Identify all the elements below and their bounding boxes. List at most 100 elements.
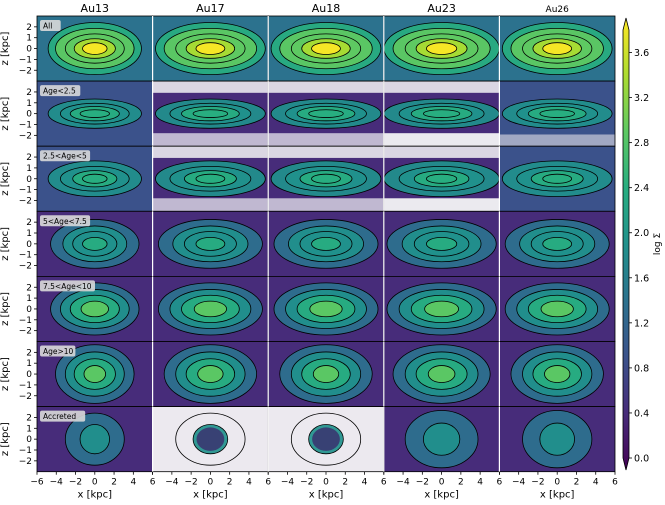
y-tick-label: −1 — [19, 316, 32, 326]
contour-line — [47, 22, 142, 75]
colorbar: 3.6 3.2 2.8 2.4 2.0 1.6 1.2 0.8 0.4 0.0 log Σ — [622, 17, 663, 471]
contour-line — [197, 365, 224, 383]
y-tick-label: 2 — [26, 23, 32, 33]
panel — [383, 145, 500, 212]
contour-line — [62, 225, 128, 263]
contour-line — [175, 351, 246, 397]
x-tick-label: 0 — [554, 478, 560, 488]
contour-line — [312, 365, 340, 383]
panel — [383, 341, 500, 407]
contour-line — [50, 219, 140, 269]
contour-line — [80, 300, 109, 318]
contour-line — [410, 294, 473, 324]
x-tick-label: 2 — [227, 478, 233, 488]
x-tick-label: 4 — [362, 478, 368, 488]
row-label: 2.5<Age<5 — [43, 152, 87, 161]
density-level — [542, 237, 572, 251]
contour-line — [270, 22, 382, 75]
y-tick-label: 2 — [26, 218, 32, 228]
contour-line — [415, 38, 468, 59]
contour-line — [60, 165, 130, 192]
contour-line — [532, 38, 582, 59]
contour-line — [69, 294, 120, 324]
contour-line — [413, 170, 470, 188]
contour-line — [169, 289, 252, 329]
contour-line — [181, 294, 240, 324]
contour-line — [542, 236, 573, 251]
x-tick-label: 2 — [574, 478, 580, 488]
contour-line — [279, 27, 373, 70]
y-tick-label: 1 — [26, 359, 32, 369]
contour-line — [386, 219, 497, 269]
contour-line — [55, 344, 135, 404]
x-tick-label: 2 — [342, 478, 348, 488]
panel — [498, 80, 616, 147]
contour-line — [392, 344, 491, 404]
y-tick-label: −2 — [19, 457, 32, 467]
panel — [152, 210, 269, 277]
x-tick-label: −2 — [69, 478, 82, 488]
contour-line — [64, 351, 125, 397]
contour-line — [69, 106, 120, 122]
colorbar-tick-label: 2.0 — [634, 228, 649, 239]
density-level — [542, 174, 572, 184]
y-tick-label: 1 — [26, 424, 32, 434]
row-label: 5<Age<7.5 — [43, 217, 87, 226]
contour-line — [404, 410, 479, 469]
contour-line — [544, 365, 571, 383]
contour-line — [83, 365, 107, 383]
y-tick-label: 0 — [26, 240, 32, 250]
colorbar-tick-label: 0.8 — [634, 363, 649, 374]
contour-line — [64, 412, 125, 466]
panel — [498, 145, 616, 212]
y-tick-label: −1 — [19, 251, 32, 261]
colorbar-tick-label: 0.4 — [634, 408, 649, 419]
contour-line — [410, 106, 473, 122]
contour-line — [415, 358, 468, 390]
row-label-box — [40, 345, 76, 357]
panel — [267, 341, 385, 407]
panel — [152, 275, 269, 342]
y-tick-label: 0 — [26, 305, 32, 315]
density-level — [428, 365, 455, 383]
contour-line — [299, 231, 353, 257]
contour-line — [426, 173, 458, 184]
y-axis-label: z [kpc] — [0, 162, 11, 196]
colorbar-bar — [622, 17, 630, 471]
y-tick-label: −2 — [19, 327, 32, 337]
contour-line — [413, 231, 470, 257]
density-level — [311, 237, 341, 251]
y-tick-label: 2 — [26, 348, 32, 358]
x-tick-label: 6 — [265, 478, 271, 488]
contour-line — [542, 42, 573, 55]
contour-line — [290, 351, 362, 397]
panel: All 210−1−2 z [kpc] — [0, 15, 153, 82]
y-tick-label: 1 — [26, 164, 32, 174]
row-label: All — [43, 22, 52, 31]
y-axis-label: z [kpc] — [0, 357, 11, 391]
density-level — [311, 174, 341, 184]
contour-line — [155, 98, 266, 129]
colorbar-tick-label: 1.6 — [634, 273, 649, 284]
panel: −4 −2 0 2 4 6 x [kpc] — [383, 406, 503, 501]
contour-line — [82, 173, 108, 184]
density-level — [83, 365, 106, 383]
panel — [383, 80, 500, 147]
density-level — [81, 301, 109, 317]
row-label: Age<2.5 — [43, 87, 76, 96]
density-level — [312, 427, 340, 451]
contour-line — [308, 424, 344, 455]
contour-line — [285, 165, 367, 192]
density-level — [426, 42, 457, 55]
contour-line — [398, 289, 485, 329]
contour-line — [195, 173, 226, 184]
x-tick-label: −2 — [300, 478, 313, 488]
panel — [267, 145, 385, 212]
y-tick-label: 2 — [26, 153, 32, 163]
contour-line — [309, 300, 343, 318]
contour-line — [72, 231, 118, 257]
density-level — [309, 301, 343, 317]
contour-line — [501, 160, 613, 198]
contour-line — [183, 170, 237, 188]
